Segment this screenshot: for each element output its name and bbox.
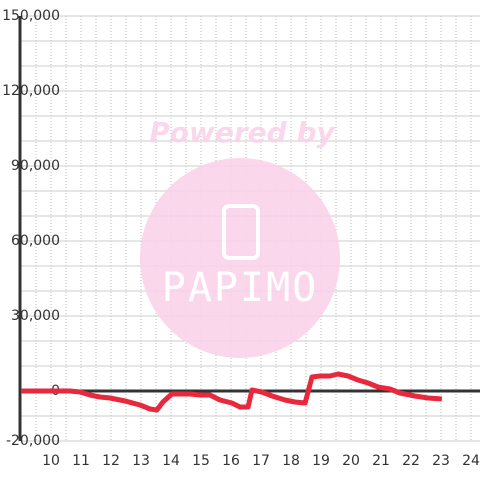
y-tick-label: 60,000 <box>11 233 60 249</box>
watermark: Powered by PAPIMO <box>140 116 340 358</box>
x-tick-label: 17 <box>252 453 270 469</box>
y-tick-label: 30,000 <box>11 308 60 324</box>
watermark-icon <box>222 204 260 260</box>
x-tick-label: 24 <box>462 453 480 469</box>
x-tick-label: 10 <box>42 453 60 469</box>
x-tick-label: 14 <box>162 453 180 469</box>
x-tick-label: 18 <box>282 453 300 469</box>
watermark-logo: PAPIMO <box>162 265 319 311</box>
y-tick-label: 150,000 <box>2 8 60 24</box>
line-series <box>21 371 443 413</box>
watermark-text: Powered by <box>149 116 336 149</box>
x-tick-label: 13 <box>132 453 150 469</box>
x-tick-label: 21 <box>372 453 390 469</box>
x-tick-label: 15 <box>192 453 210 469</box>
x-tick-label: 11 <box>72 453 90 469</box>
y-tick-label: -20,000 <box>6 433 60 449</box>
x-tick-label: 16 <box>222 453 240 469</box>
y-tick-label: 90,000 <box>11 158 60 174</box>
x-tick-label: 22 <box>402 453 420 469</box>
x-tick-label: 20 <box>342 453 360 469</box>
x-tick-label: 23 <box>432 453 450 469</box>
y-tick-label: 120,000 <box>2 83 60 99</box>
x-tick-label: 19 <box>312 453 330 469</box>
x-tick-label: 12 <box>102 453 120 469</box>
